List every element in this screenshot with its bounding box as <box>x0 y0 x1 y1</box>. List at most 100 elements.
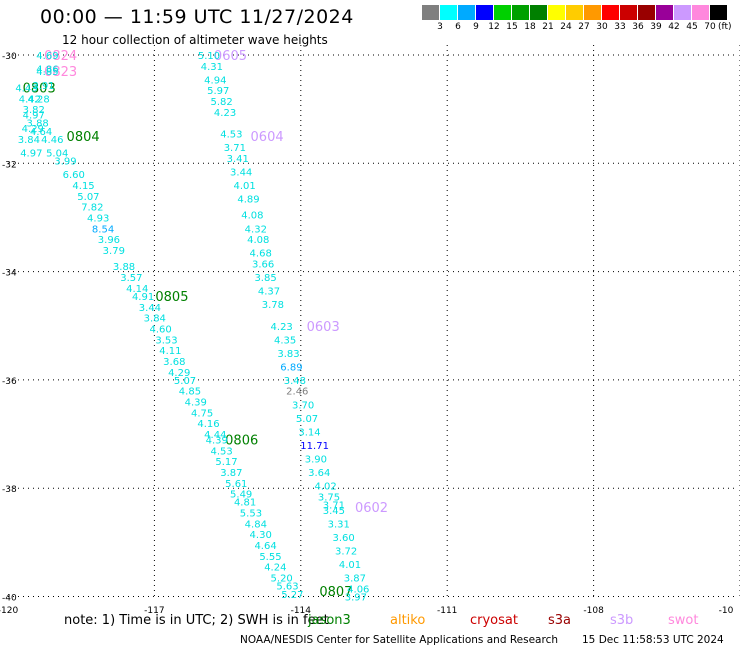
wave-height-value: 3.44 <box>230 167 252 178</box>
wave-height-value: 5.55 <box>259 552 281 563</box>
legend-label: 45 <box>686 22 698 32</box>
latitude-label: -32 <box>2 160 17 170</box>
legend-label: 24 <box>560 22 572 32</box>
legend-label: 6 <box>455 22 461 32</box>
latitude-label: -36 <box>2 377 17 387</box>
wave-height-value: 4.46 <box>41 135 63 146</box>
wave-height-value: 4.14 <box>126 284 148 295</box>
wave-height-value: 3.14 <box>298 427 320 438</box>
wave-height-value: 4.39 <box>185 398 207 409</box>
wave-height-value: 4.60 <box>150 324 172 335</box>
wave-height-value: 4.44 <box>204 430 226 441</box>
legend-label: 9 <box>473 22 479 32</box>
track-time-label: 0603 <box>307 320 340 335</box>
legend-label: 33 <box>614 22 626 32</box>
wave-height-value: 4.01 <box>339 560 361 571</box>
wave-height-values: 4.694.864.854.433.914.284.423.824.973.88… <box>15 51 369 604</box>
wave-height-value: 3.71 <box>323 500 345 511</box>
legend-swatch <box>656 5 673 20</box>
legend-label: 27 <box>578 22 590 32</box>
wave-height-value: 4.06 <box>347 584 369 595</box>
track-time-label: 0807 <box>319 585 352 600</box>
legend-label: 42 <box>668 22 680 32</box>
legend-swatch <box>494 5 511 20</box>
wave-height-value: 4.24 <box>264 563 286 574</box>
wave-height-value: 5.97 <box>207 86 229 97</box>
latitude-label: -40 <box>2 594 17 604</box>
wave-height-value: 4.53 <box>211 446 233 457</box>
wave-height-value: 4.31 <box>201 62 223 73</box>
wave-height-value: 6.60 <box>63 170 85 181</box>
legend-label: 39 <box>650 22 662 32</box>
wave-height-value: 3.70 <box>292 400 314 411</box>
legend-label: 36 <box>632 22 644 32</box>
map-grid <box>8 45 740 600</box>
latitude-label: -34 <box>2 269 17 279</box>
wave-height-value: 4.08 <box>241 211 263 222</box>
wave-height-value: 3.44 <box>139 303 161 314</box>
legend-swatch <box>602 5 619 20</box>
legend-swatch <box>512 5 529 20</box>
wave-height-value: 4.64 <box>30 127 52 138</box>
wave-height-value: 4.81 <box>234 498 256 509</box>
wave-height-value: 3.57 <box>120 273 142 284</box>
legend-swatch <box>638 5 655 20</box>
legend-swatch <box>458 5 475 20</box>
wave-height-value: 3.31 <box>328 519 350 530</box>
wave-height-value: 3.97 <box>345 593 367 604</box>
wave-height-value: 5.63 <box>276 582 298 593</box>
legend-swatch <box>710 5 727 20</box>
legend-swatch <box>548 5 565 20</box>
track-time-label: 0804 <box>67 130 100 145</box>
wave-height-value: 4.16 <box>197 419 219 430</box>
legend-label: 70 <box>704 22 716 32</box>
legend-swatch <box>422 5 439 20</box>
legend-label: 15 <box>506 22 518 32</box>
wave-height-value: 4.42 <box>19 94 41 105</box>
wave-height-value: 4.94 <box>204 75 226 86</box>
wave-height-value: 4.35 <box>274 335 296 346</box>
longitude-label: -120 <box>0 606 18 616</box>
wave-height-value: 3.96 <box>98 235 120 246</box>
wave-height-value: 4.86 <box>36 65 58 76</box>
wave-height-value: 4.15 <box>72 181 94 192</box>
legend-label: 21 <box>542 22 554 32</box>
legend-unit: (ft) <box>718 22 732 32</box>
wave-height-value: 5.07 <box>77 192 99 203</box>
track-time-label: 0803 <box>23 81 56 96</box>
wave-height-value: 3.82 <box>23 105 45 116</box>
wave-height-value: 4.84 <box>245 519 267 530</box>
wave-height-value: 4.91 <box>132 292 154 303</box>
wave-height-value: 4.69 <box>36 51 58 62</box>
legend-swatch <box>620 5 637 20</box>
longitude-label: -108 <box>583 606 604 616</box>
legend-swatch <box>440 5 457 20</box>
wave-height-value: 3.88 <box>113 262 135 273</box>
legend-swatch <box>692 5 709 20</box>
legend-swatch <box>530 5 547 20</box>
track-time-label: 0823 <box>44 65 77 80</box>
wave-height-value: 5.82 <box>211 97 233 108</box>
wave-height-value: 4.37 <box>258 287 280 298</box>
wave-height-value: 3.41 <box>227 154 249 165</box>
page-subtitle: 12 hour collection of altimeter wave hei… <box>62 33 328 47</box>
wave-height-value: 2.46 <box>286 387 308 398</box>
wave-height-value: 4.43 <box>15 83 37 94</box>
footer-credit: NOAA/NESDIS Center for Satellite Applica… <box>240 634 558 646</box>
longitude-label: -10 <box>719 606 734 616</box>
wave-height-value: 4.11 <box>159 346 181 357</box>
note-text: note: 1) Time is in UTC; 2) SWH is in fe… <box>64 613 329 628</box>
satellite-jason3: jason3 <box>308 613 351 628</box>
legend-swatch <box>566 5 583 20</box>
wave-height-value: 4.53 <box>220 130 242 141</box>
wave-height-value: 3.84 <box>144 314 166 325</box>
wave-height-value: 5.04 <box>46 148 68 159</box>
wave-height-value: 11.71 <box>300 441 329 452</box>
legend-swatch <box>476 5 493 20</box>
wave-height-value: 4.32 <box>245 224 267 235</box>
satellite-cryosat: cryosat <box>470 613 518 628</box>
wave-height-value: 4.29 <box>168 368 190 379</box>
wave-height-value: 4.64 <box>254 541 276 552</box>
track-time-label: 0824 <box>44 49 77 64</box>
longitude-label: -114 <box>291 606 312 616</box>
